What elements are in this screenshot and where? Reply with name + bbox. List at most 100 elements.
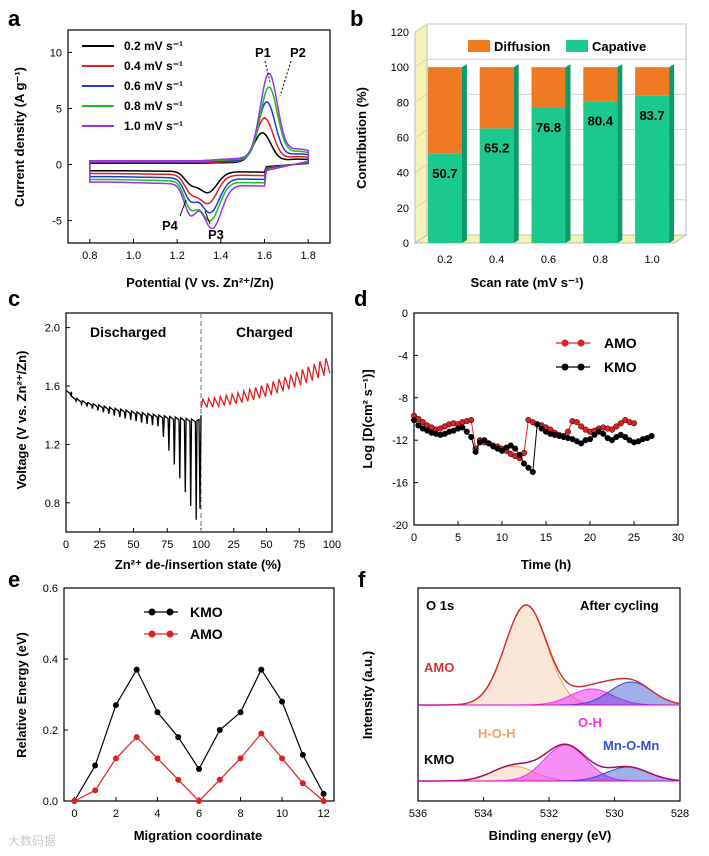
diffusion-x-axis-label: Time (h)	[521, 557, 571, 572]
energy-point-amo	[196, 798, 202, 804]
energy-point-kmo	[196, 766, 202, 773]
energy-x-axis-label: Migration coordinate	[134, 828, 263, 843]
gitt-y-axis-label: Voltage (V vs. Zn²⁺/Zn)	[14, 351, 29, 490]
cv-x-tick-label: 1.0	[126, 250, 141, 262]
energy-point-kmo	[237, 709, 244, 716]
cv-axes: 0.8 1.0 1.2 1.4 1.6 1.8 -5 0 5 10	[50, 47, 316, 262]
cv-curves	[89, 72, 309, 230]
peak-label-p1: P1	[255, 45, 271, 60]
bar-x-tick-label: 0.6	[541, 254, 556, 266]
diff-point-kmo	[608, 437, 616, 444]
gitt-y-tick-label: 1.6	[45, 381, 60, 393]
energy-point-kmo	[258, 666, 265, 673]
diff-legend-marker	[577, 339, 585, 347]
diff-point-amo	[564, 428, 572, 435]
cv-x-tick-label: 1.8	[301, 250, 316, 262]
diff-point-kmo	[520, 460, 528, 467]
energy-y-tick-label: 0.6	[43, 583, 58, 595]
gitt-x-tick-label: 75	[161, 539, 173, 551]
gitt-y-tick-label: 1.2	[45, 439, 60, 451]
diff-y-tick-label: -16	[392, 478, 408, 490]
bar-data-label-1.0: 83.7	[639, 108, 664, 123]
bar-side-0.6	[565, 64, 571, 244]
diff-y-tick-label: -12	[392, 435, 408, 447]
gitt-y-tick-label: 0.8	[45, 498, 60, 510]
energy-point-kmo	[133, 666, 140, 673]
energy-point-kmo	[92, 762, 99, 769]
energy-y-tick-label: 0.2	[43, 725, 58, 737]
bar-capative-0.6	[531, 107, 566, 244]
cv-legend-label-5: 1.0 mV s⁻¹	[124, 119, 183, 133]
xps-kmo-envelope	[418, 743, 681, 782]
bar-y-axis-label: Contribution (%)	[354, 87, 369, 189]
diff-x-tick-label: 10	[496, 532, 508, 544]
gitt-x-tick-label: 25	[228, 539, 240, 551]
diff-point-kmo	[578, 440, 585, 447]
discharged-label: Discharged	[90, 324, 166, 340]
diff-point-kmo	[410, 417, 418, 424]
diff-y-tick-label: 0	[402, 308, 408, 320]
energy-legend-label-kmo: KMO	[190, 604, 223, 620]
bar-data-label-0.6: 76.8	[536, 120, 561, 135]
diff-point-kmo	[534, 421, 541, 428]
cv-y-axis-label: Current density (A g⁻¹)	[12, 67, 27, 207]
panel-letter-d: d	[354, 286, 367, 311]
panel-letter-f: f	[358, 567, 366, 592]
xps-kmo-label: KMO	[424, 752, 454, 767]
watermark: 大数码据	[8, 834, 57, 848]
peak-label-p3: P3	[208, 227, 224, 242]
diff-point-kmo	[498, 447, 506, 454]
legend-label-capative: Capative	[592, 39, 646, 54]
energy-point-amo	[258, 730, 265, 737]
energy-legend-marker	[148, 630, 156, 638]
cv-curve-3	[89, 101, 309, 214]
diff-point-kmo	[600, 430, 607, 437]
bar-x-tick-label: 0.2	[437, 254, 452, 266]
cv-legend-label-3: 0.6 mV s⁻¹	[124, 79, 183, 93]
bar-grid-diag	[414, 23, 428, 33]
contribution-bars: 0 20 40 60 80 100 120 50.7 0.2 65.2 0.4 76.8 0.6 80.4…	[391, 23, 688, 266]
energy-point-kmo	[216, 727, 223, 733]
panel-a: a 0.8 1.0 1.2 1.4 1.6 1.8 -5 0 5 10 0.2 mV s⁻¹ 0.4…	[8, 6, 331, 290]
energy-legend-label-amo: AMO	[190, 626, 223, 642]
cv-x-tick-label: 1.2	[170, 250, 185, 262]
energy-point-amo	[71, 798, 78, 804]
cv-y-tick-label: -5	[52, 216, 62, 228]
diff-point-kmo	[415, 422, 422, 429]
energy-x-tick-label: 0	[71, 808, 77, 820]
diff-point-kmo	[622, 433, 629, 441]
bar-grid-diag	[414, 129, 428, 138]
bar-y-tick-label: 40	[397, 168, 409, 180]
diff-x-tick-label: 5	[455, 532, 461, 544]
xps-x-axis-label: Binding energy (eV)	[489, 828, 612, 843]
bar-diffusion-0.8	[583, 67, 618, 102]
bar-data-label-0.8: 80.4	[588, 114, 614, 129]
energy-y-tick-label: 0.4	[43, 654, 58, 666]
diff-x-tick-label: 15	[540, 532, 552, 544]
gitt-x-axis-label: Zn²⁺ de-/insertion state (%)	[115, 557, 281, 572]
gitt-y-tick-label: 2.0	[45, 323, 60, 335]
bar-grid-diag	[414, 58, 428, 68]
diff-point-kmo	[481, 437, 488, 444]
diff-x-tick-label: 25	[628, 532, 640, 544]
diff-point-kmo	[459, 424, 466, 431]
diffusion-y-axis-label: Log [D(cm² s⁻¹)]	[360, 369, 375, 468]
bar-diffusion-0.6	[531, 67, 566, 108]
energy-x-tick-label: 8	[237, 808, 243, 820]
panel-e: e 0 2 4 6 8 10 12 0.0 0.2 0.4 0.6 KMO AMO Migration …	[8, 567, 335, 843]
energy-point-amo	[154, 755, 161, 762]
energy-point-amo	[133, 734, 140, 741]
gitt-x-tick-label: 50	[127, 539, 139, 551]
xps-x-tick-label: 536	[409, 808, 427, 820]
legend-label-diffusion: Diffusion	[494, 39, 550, 54]
panel-letter-c: c	[8, 286, 20, 311]
panel-letter-a: a	[8, 6, 21, 31]
bar-grid-diag	[414, 94, 428, 103]
bar-side-0.8	[617, 64, 623, 244]
bar-x-tick-label: 0.8	[593, 254, 608, 266]
xps-amo-envelope	[418, 604, 681, 706]
panel-c: c 0.8 1.2 1.6 2.0 0 25 50 75 100 25 50 75 100 Discha…	[8, 286, 341, 572]
bar-side-1.0	[669, 64, 675, 244]
energy-point-amo	[216, 776, 223, 783]
